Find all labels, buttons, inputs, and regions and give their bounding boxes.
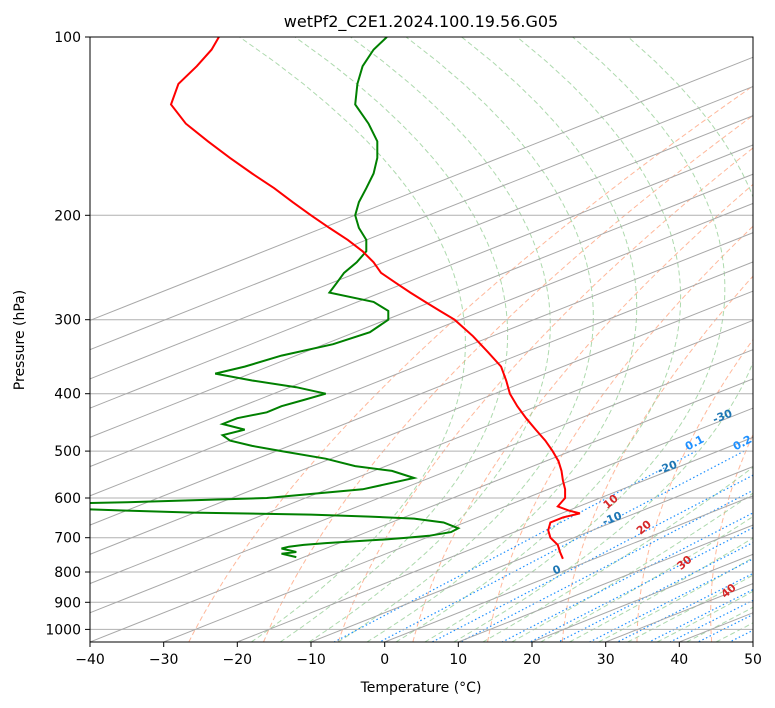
y-tick-label: 900	[54, 595, 81, 611]
y-tick-label: 300	[54, 313, 81, 329]
dry-adiabat	[263, 114, 753, 642]
moist-adiabat	[337, 37, 594, 642]
y-tick-label: 200	[54, 208, 81, 224]
x-tick-label: 20	[523, 652, 541, 668]
x-tick-label: −30	[149, 652, 179, 668]
dry-adiabat	[561, 275, 753, 642]
moist-adiabat	[482, 466, 753, 642]
isotherm	[90, 202, 753, 468]
isotherm	[237, 436, 753, 642]
x-tick-label: −20	[223, 652, 253, 668]
dry-adiabat	[487, 225, 753, 642]
y-tick-label: 400	[54, 387, 81, 403]
isotherm	[90, 290, 753, 555]
y-tick-label: 100	[54, 30, 81, 46]
moist-adiabat	[424, 37, 726, 642]
y-tick-label: 600	[54, 491, 81, 507]
dry-adiabat	[188, 85, 753, 642]
mixing-ratio-lines	[333, 450, 753, 642]
isotherm	[90, 261, 753, 526]
x-tick-label: −10	[296, 652, 326, 668]
moist-adiabat	[239, 37, 466, 642]
moist-adiabat	[627, 574, 753, 642]
x-tick-label: 0	[380, 652, 389, 668]
dry-adiabat	[337, 147, 753, 642]
moist-adiabat	[453, 37, 753, 642]
isotherm	[90, 85, 753, 351]
x-tick-label: 30	[597, 652, 615, 668]
plot-frame	[89, 36, 754, 643]
mixing-ratio-line	[431, 474, 753, 642]
moist-adiabats	[239, 37, 753, 642]
moist-adiabat	[279, 37, 509, 642]
isotherm	[384, 495, 753, 642]
moist-adiabat	[395, 37, 682, 642]
mixing-ratio-line	[648, 588, 753, 642]
dewpoint-line	[90, 37, 461, 559]
y-axis-ticks: 100 200 300 400 500 600 700 800 900 1000	[45, 30, 90, 638]
mixing-ratio-line	[529, 527, 753, 642]
y-tick-label: 800	[54, 565, 81, 581]
chart-title: wetPf2_C2E1.2024.100.19.56.G05	[284, 12, 558, 32]
isotherm	[90, 232, 753, 497]
isotherm	[310, 466, 753, 642]
temperature-line	[169, 37, 581, 560]
moist-adiabat	[598, 557, 753, 642]
x-tick-label: −40	[75, 652, 105, 668]
isotherm	[90, 144, 753, 409]
mixing-ratio-line	[617, 572, 753, 642]
mixing-ratio-line	[333, 450, 697, 642]
isotherm	[90, 115, 753, 380]
y-axis-label: Pressure (hPa)	[12, 290, 28, 390]
isotherm	[163, 407, 753, 642]
x-tick-label: 10	[449, 652, 467, 668]
isotherm	[90, 173, 753, 438]
x-tick-label: 50	[744, 652, 762, 668]
isotherm	[90, 319, 753, 585]
moist-adiabat	[308, 37, 551, 642]
x-axis-ticks: −40 −30 −20 −10 0 10 20 30 40 50	[75, 642, 762, 668]
isotherm	[90, 56, 753, 321]
isotherm	[458, 524, 753, 642]
y-tick-label: 500	[54, 444, 81, 460]
mixing-ratio-line	[501, 512, 753, 642]
x-tick-label: 40	[670, 652, 688, 668]
mixing-ratio-line	[379, 450, 745, 642]
dry-adiabat	[636, 338, 753, 642]
moist-adiabat	[366, 37, 638, 642]
isotherm	[90, 349, 753, 614]
y-tick-label: 1000	[45, 622, 81, 638]
x-axis-label: Temperature (°C)	[360, 680, 482, 696]
moist-adiabat	[511, 492, 753, 642]
moist-adiabat	[656, 590, 753, 642]
y-tick-label: 700	[54, 531, 81, 547]
